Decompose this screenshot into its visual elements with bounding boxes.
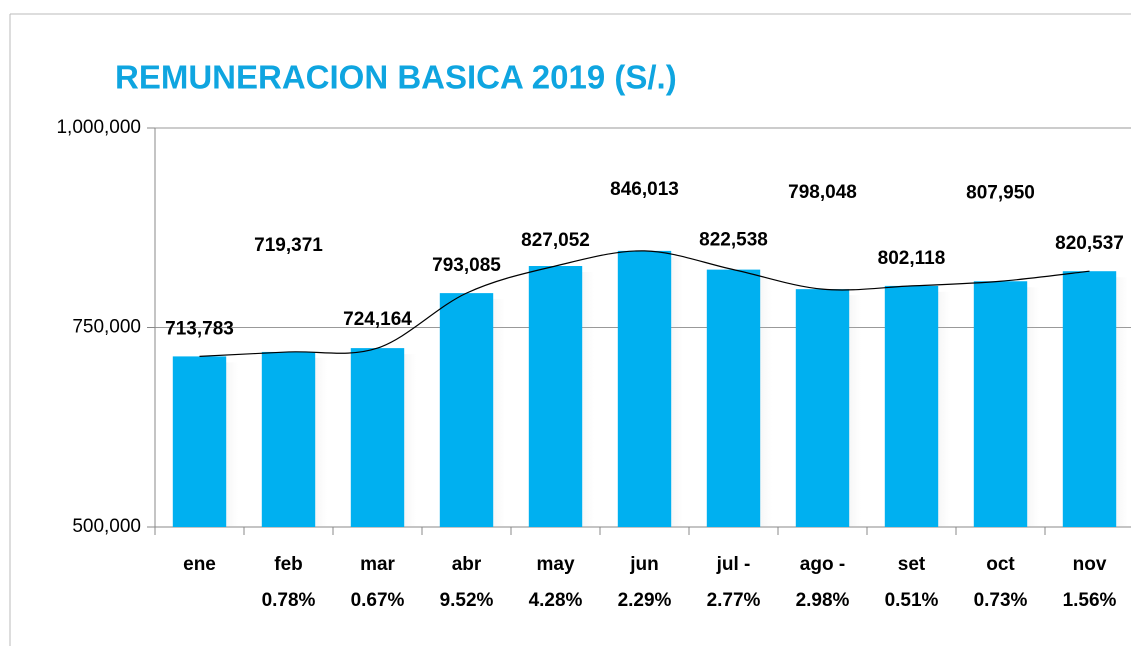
- x-tick-label: ago -: [800, 554, 845, 575]
- change-label: 2.98%: [796, 590, 850, 611]
- change-label: 4.28%: [529, 590, 583, 611]
- change-label: 2.29%: [618, 590, 672, 611]
- x-tick-label: jun: [629, 554, 659, 575]
- y-tick-label: 500,000: [72, 516, 141, 537]
- change-label: 9.52%: [440, 590, 494, 611]
- data-label: 793,085: [432, 255, 501, 276]
- bar: [528, 266, 583, 527]
- bar: [884, 285, 939, 527]
- x-tick-label: set: [898, 554, 926, 575]
- y-tick-label: 1,000,000: [56, 117, 141, 138]
- x-tick-label: feb: [274, 554, 303, 575]
- y-tick-label: 750,000: [72, 317, 141, 338]
- data-label: 713,783: [165, 318, 234, 339]
- bar: [350, 348, 405, 527]
- bar: [617, 250, 672, 527]
- x-tick-label: mar: [360, 554, 395, 575]
- x-tick-label: nov: [1073, 554, 1107, 575]
- bar: [795, 289, 850, 527]
- change-label: 0.67%: [351, 590, 405, 611]
- bar: [973, 281, 1028, 527]
- data-label: 822,538: [699, 230, 768, 251]
- bar: [261, 351, 316, 527]
- x-tick-label: abr: [452, 554, 482, 575]
- data-label: 719,371: [254, 235, 323, 256]
- bar: [706, 269, 761, 527]
- change-label: 0.73%: [974, 590, 1028, 611]
- bar: [439, 293, 494, 527]
- x-tick-label: jul -: [716, 554, 751, 575]
- change-label: 2.77%: [707, 590, 761, 611]
- data-label: 724,164: [343, 309, 412, 330]
- data-label: 820,537: [1055, 233, 1124, 254]
- trend-line: [199, 250, 1090, 358]
- data-label: 798,048: [788, 182, 857, 203]
- change-label: 0.51%: [885, 590, 939, 611]
- bar: [172, 356, 227, 527]
- x-tick-label: ene: [183, 554, 216, 575]
- chart-title: REMUNERACION BASICA 2019 (S/.): [115, 59, 677, 96]
- data-label: 827,052: [521, 230, 590, 251]
- bar: [1062, 271, 1117, 527]
- change-label: 0.78%: [262, 590, 316, 611]
- data-label: 802,118: [878, 248, 946, 269]
- change-label: 1.56%: [1063, 590, 1117, 611]
- data-label: 846,013: [610, 179, 679, 200]
- x-tick-label: oct: [986, 554, 1015, 575]
- x-tick-label: may: [536, 554, 574, 575]
- data-label: 807,950: [966, 182, 1035, 203]
